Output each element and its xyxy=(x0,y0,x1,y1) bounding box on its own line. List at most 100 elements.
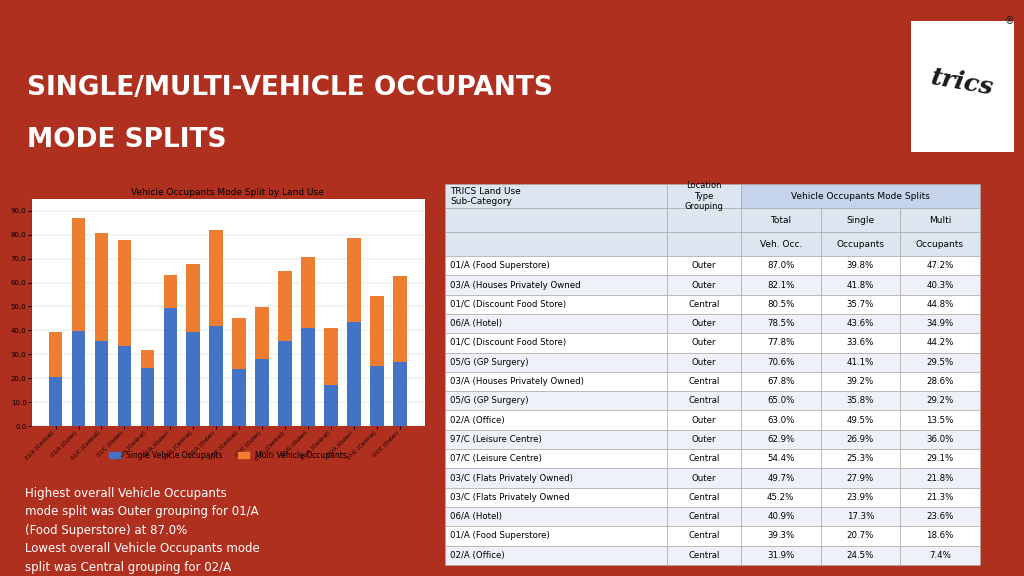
Bar xyxy=(900,334,980,353)
Bar xyxy=(72,331,85,426)
Bar xyxy=(900,507,980,526)
Bar xyxy=(186,264,201,332)
Bar xyxy=(667,430,741,449)
Text: Vehicle Occupants Mode Splits: Vehicle Occupants Mode Splits xyxy=(791,192,930,201)
Bar xyxy=(393,362,408,426)
Bar xyxy=(820,275,900,295)
Text: Central: Central xyxy=(688,300,720,309)
Bar xyxy=(667,314,741,334)
Text: 03/C (Flats Privately Owned): 03/C (Flats Privately Owned) xyxy=(450,473,572,483)
Bar xyxy=(820,411,900,430)
Text: 23.9%: 23.9% xyxy=(847,493,873,502)
Text: 02/A (Office): 02/A (Office) xyxy=(450,416,505,425)
Bar xyxy=(445,184,667,209)
Text: 39.8%: 39.8% xyxy=(847,262,873,270)
Bar xyxy=(741,314,820,334)
Bar xyxy=(667,488,741,507)
Text: Total: Total xyxy=(770,216,792,225)
Bar xyxy=(445,468,667,488)
Bar xyxy=(164,308,177,426)
Text: MODE SPLITS: MODE SPLITS xyxy=(27,127,226,153)
Bar xyxy=(49,377,62,426)
Text: 70.6%: 70.6% xyxy=(767,358,795,367)
Bar xyxy=(741,526,820,545)
Text: 40.9%: 40.9% xyxy=(767,512,795,521)
Bar xyxy=(900,545,980,565)
Text: 78.5%: 78.5% xyxy=(767,319,795,328)
Bar xyxy=(741,507,820,526)
Text: Outer: Outer xyxy=(692,319,716,328)
Bar xyxy=(900,430,980,449)
Text: 63.0%: 63.0% xyxy=(767,416,795,425)
Bar xyxy=(900,488,980,507)
Text: 45.2%: 45.2% xyxy=(767,493,795,502)
Text: 05/G (GP Surgery): 05/G (GP Surgery) xyxy=(450,358,528,367)
Text: 36.0%: 36.0% xyxy=(926,435,953,444)
Bar xyxy=(820,353,900,372)
Text: Occupants: Occupants xyxy=(915,240,964,249)
Bar xyxy=(255,359,269,426)
Bar xyxy=(667,184,741,209)
Text: 35.7%: 35.7% xyxy=(847,300,874,309)
Bar xyxy=(741,295,820,314)
Bar xyxy=(741,488,820,507)
Text: 62.9%: 62.9% xyxy=(767,435,795,444)
Bar xyxy=(741,334,820,353)
Text: ®: ® xyxy=(1005,16,1014,26)
Bar xyxy=(820,334,900,353)
Text: 29.1%: 29.1% xyxy=(927,454,953,463)
Text: 13.5%: 13.5% xyxy=(926,416,953,425)
Bar xyxy=(301,257,315,328)
Text: 29.5%: 29.5% xyxy=(927,358,953,367)
Text: Multi: Multi xyxy=(929,216,951,225)
Text: 01/A (Food Superstore): 01/A (Food Superstore) xyxy=(450,532,550,540)
Legend: Single Vehicle Occupants, Multi Vehicle Occupants: Single Vehicle Occupants, Multi Vehicle … xyxy=(105,448,350,463)
Text: 26.9%: 26.9% xyxy=(847,435,873,444)
Bar xyxy=(900,449,980,468)
Text: 40.3%: 40.3% xyxy=(926,281,953,290)
Bar xyxy=(900,468,980,488)
Text: 25.3%: 25.3% xyxy=(847,454,874,463)
Bar xyxy=(210,230,223,326)
Text: 44.2%: 44.2% xyxy=(926,339,953,347)
Text: Central: Central xyxy=(688,532,720,540)
Text: 03/A (Houses Privately Owned): 03/A (Houses Privately Owned) xyxy=(450,377,584,386)
Bar xyxy=(140,350,155,367)
Text: Outer: Outer xyxy=(692,262,716,270)
Text: TRICS Land Use
Sub-Category: TRICS Land Use Sub-Category xyxy=(450,187,521,206)
Text: 44.8%: 44.8% xyxy=(926,300,953,309)
Bar xyxy=(301,328,315,426)
Bar xyxy=(900,232,980,256)
Bar xyxy=(445,430,667,449)
Text: Outer: Outer xyxy=(692,281,716,290)
Text: 82.1%: 82.1% xyxy=(767,281,795,290)
Bar xyxy=(900,526,980,545)
Bar xyxy=(900,314,980,334)
Bar xyxy=(279,340,292,426)
Text: Highest overall Vehicle Occupants
mode split was Outer grouping for 01/A
(Food S: Highest overall Vehicle Occupants mode s… xyxy=(25,487,259,576)
Text: Single: Single xyxy=(846,216,874,225)
Bar xyxy=(667,372,741,391)
Text: 67.8%: 67.8% xyxy=(767,377,795,386)
Text: SINGLE/MULTI-VEHICLE OCCUPANTS: SINGLE/MULTI-VEHICLE OCCUPANTS xyxy=(27,75,553,101)
Text: Outer: Outer xyxy=(692,416,716,425)
Bar xyxy=(900,411,980,430)
Bar xyxy=(94,341,109,426)
Bar xyxy=(445,507,667,526)
Bar xyxy=(820,545,900,565)
Text: 29.2%: 29.2% xyxy=(927,396,953,406)
Text: 49.7%: 49.7% xyxy=(767,473,795,483)
Text: Occupants: Occupants xyxy=(837,240,885,249)
Text: 34.9%: 34.9% xyxy=(927,319,953,328)
Bar xyxy=(741,275,820,295)
Bar xyxy=(820,209,900,232)
Text: Location
Type
Grouping: Location Type Grouping xyxy=(685,181,724,211)
Title: Vehicle Occupants Mode Split by Land Use: Vehicle Occupants Mode Split by Land Use xyxy=(131,188,325,196)
Text: 41.8%: 41.8% xyxy=(847,281,874,290)
Text: 21.8%: 21.8% xyxy=(926,473,953,483)
Bar xyxy=(820,391,900,411)
Bar xyxy=(94,233,109,341)
Bar xyxy=(325,385,338,426)
Bar xyxy=(741,430,820,449)
Bar xyxy=(667,334,741,353)
